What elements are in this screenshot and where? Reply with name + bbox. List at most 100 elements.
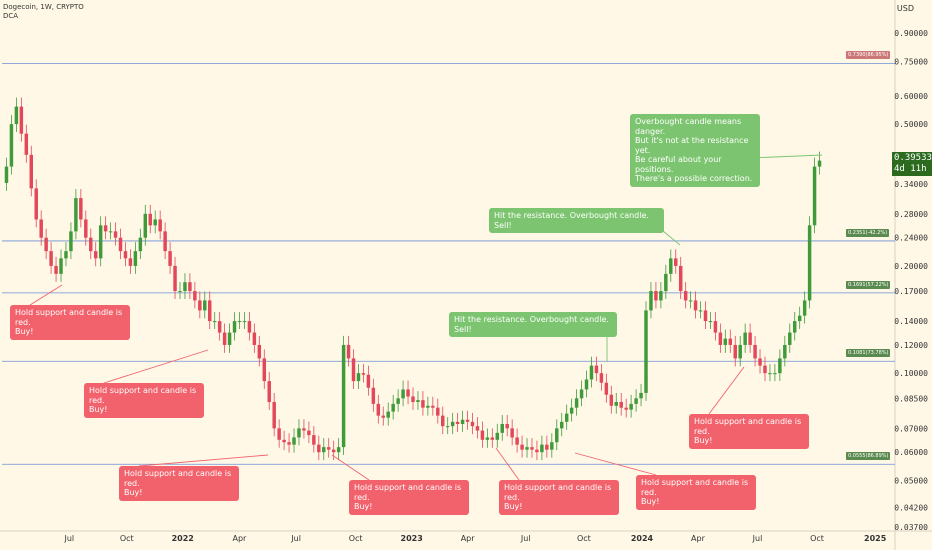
bar-countdown: 4d 11h [894, 164, 927, 174]
buy-annotation[interactable]: Hold support and candle is red. Buy! [499, 480, 619, 515]
buy-annotation[interactable]: Hold support and candle is red. Buy! [689, 414, 809, 449]
candle-body [619, 401, 623, 408]
candle-body [431, 405, 435, 408]
candle-body [356, 373, 361, 382]
candle-body [396, 398, 400, 404]
candle-body [123, 251, 128, 259]
candle-body [802, 300, 807, 316]
y-tick-label: 0.20000 [894, 262, 928, 271]
candle-body [312, 435, 316, 445]
y-tick-label: 0.28000 [894, 210, 928, 219]
candle-body [188, 282, 192, 292]
y-tick-label: 0.08500 [894, 394, 928, 403]
x-tick-label: 2023 [401, 534, 423, 543]
candle-body [535, 449, 539, 453]
y-tick-label: 0.50000 [894, 120, 928, 129]
candle-body [594, 365, 599, 374]
candle-body [678, 265, 683, 292]
candle-body [346, 344, 351, 359]
candle-body [79, 198, 83, 220]
x-tick-label: Oct [120, 534, 134, 543]
candle-body [59, 258, 63, 274]
sell-annotation[interactable]: Hit the resistance. Overbought candle. S… [489, 208, 664, 233]
candle-body [773, 373, 777, 375]
symbol-title: Dogecoin, 1W, CRYPTO [3, 3, 84, 11]
buy-annotation[interactable]: Hold support and candle is red. Buy! [349, 480, 469, 515]
candle-body [520, 444, 524, 450]
candle-body [178, 291, 182, 293]
level-tag: 0.1691(57.22%) [846, 280, 891, 289]
candle-body [743, 332, 747, 345]
buy-annotation[interactable]: Hold support and candle is red. Buy! [119, 466, 239, 501]
candle-body [302, 428, 306, 431]
annotation-leader [708, 366, 745, 415]
buy-annotation[interactable]: Hold support and candle is red. Buy! [10, 305, 130, 340]
level-tag: 0.7390(86.95%) [846, 51, 891, 60]
candle-body [118, 237, 123, 252]
candle-body [659, 291, 663, 301]
candle-body [262, 358, 267, 382]
candle-body [39, 219, 43, 238]
candle-body [153, 219, 157, 226]
sell-annotation[interactable]: Hit the resistance. Overbought candle. S… [449, 312, 617, 337]
candle-body [74, 198, 78, 232]
candle-body [148, 213, 152, 226]
candle-body [480, 430, 485, 440]
candle-body [49, 251, 53, 266]
candle-body [247, 321, 252, 333]
candle-body [664, 273, 668, 292]
candle-body [455, 421, 460, 424]
candle-body [24, 133, 29, 155]
candle-body [510, 428, 514, 438]
candle-body [649, 291, 653, 311]
buy-annotation[interactable]: Hold support and candle is red. Buy! [636, 475, 756, 510]
candle-body [54, 265, 58, 274]
candle-body [103, 225, 108, 232]
candle-body [326, 447, 331, 450]
candle-body [386, 411, 390, 418]
x-tick-label: Oct [577, 534, 591, 543]
candle-body [183, 282, 187, 292]
candle-body [307, 430, 311, 436]
candle-body [683, 291, 688, 301]
candle-body [222, 332, 227, 345]
candle-body [584, 379, 589, 390]
x-tick-label: Oct [349, 534, 363, 543]
candle-body [713, 321, 718, 333]
candle-body [693, 300, 698, 311]
x-tick-label: Jul [520, 534, 531, 543]
candle-body [173, 265, 177, 292]
candle-body [629, 403, 633, 410]
candle-body [753, 344, 757, 359]
y-tick-label: 0.17000 [894, 287, 928, 296]
candle-body [644, 310, 648, 393]
candle-body [411, 396, 415, 402]
sell-annotation[interactable]: Overbought candle means danger. But it's … [630, 114, 760, 187]
y-tick-label: 0.07000 [894, 424, 928, 433]
x-tick-label: Jul [752, 534, 763, 543]
candle-body [227, 332, 232, 345]
candle-body [297, 428, 301, 438]
buy-annotation[interactable]: Hold support and candle is red. Buy! [84, 383, 204, 418]
x-tick-label: Apr [691, 534, 706, 543]
candle-body [559, 421, 564, 429]
candle-body [93, 251, 98, 259]
candle-body [158, 219, 162, 232]
candle-body [669, 258, 673, 274]
candle-body [203, 300, 207, 311]
candle-body [198, 300, 202, 311]
candle-body [436, 407, 440, 416]
candle-body [579, 389, 584, 399]
y-tick-label: 0.12000 [894, 341, 928, 350]
candle-body [14, 106, 19, 125]
candle-body [376, 403, 381, 416]
x-tick-label: Jul [290, 534, 301, 543]
candle-body [237, 321, 242, 323]
candle-body [381, 415, 385, 418]
candle-body [698, 310, 703, 312]
candle-body [792, 321, 797, 333]
candle-body [272, 401, 276, 429]
candle-body [282, 439, 286, 443]
candle-body [450, 421, 455, 427]
